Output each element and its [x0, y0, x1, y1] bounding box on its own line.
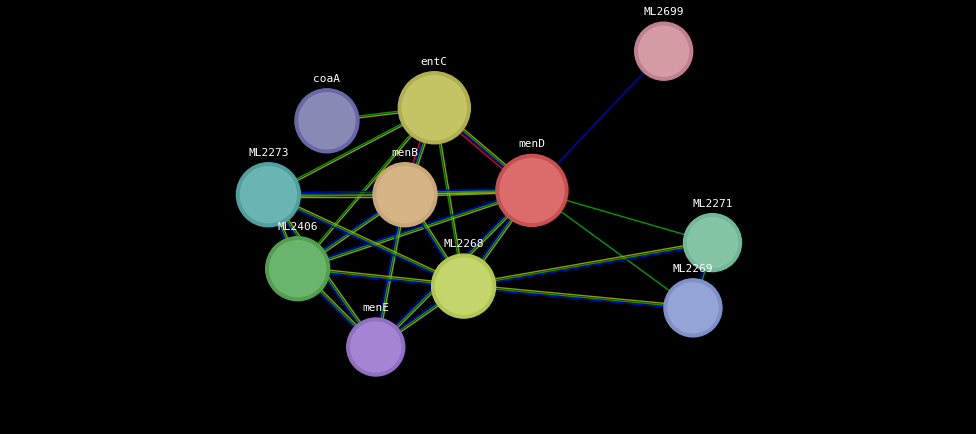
Text: entC: entC — [421, 56, 448, 66]
Text: menB: menB — [391, 148, 419, 158]
Text: ML2269: ML2269 — [672, 263, 713, 273]
Circle shape — [431, 254, 496, 319]
Text: ML2271: ML2271 — [692, 198, 733, 208]
Circle shape — [240, 168, 297, 223]
Circle shape — [402, 76, 467, 141]
Circle shape — [683, 214, 742, 272]
Circle shape — [398, 72, 470, 145]
Circle shape — [664, 279, 722, 337]
Text: ML2699: ML2699 — [643, 7, 684, 17]
Circle shape — [265, 237, 330, 301]
Text: ML2406: ML2406 — [277, 221, 318, 231]
Circle shape — [269, 241, 326, 297]
Circle shape — [668, 283, 718, 333]
Text: menD: menD — [518, 139, 546, 149]
Circle shape — [634, 23, 693, 81]
Circle shape — [435, 259, 492, 314]
Text: ML2268: ML2268 — [443, 239, 484, 249]
Circle shape — [299, 94, 355, 149]
Text: coaA: coaA — [313, 74, 341, 84]
Circle shape — [687, 218, 738, 268]
Circle shape — [638, 27, 689, 77]
Circle shape — [350, 322, 401, 372]
Circle shape — [373, 163, 437, 227]
Circle shape — [346, 318, 405, 376]
Circle shape — [295, 89, 359, 154]
Text: ML2273: ML2273 — [248, 148, 289, 158]
Circle shape — [496, 155, 568, 227]
Text: menE: menE — [362, 302, 389, 312]
Circle shape — [377, 168, 433, 223]
Circle shape — [500, 159, 564, 223]
Circle shape — [236, 163, 301, 227]
